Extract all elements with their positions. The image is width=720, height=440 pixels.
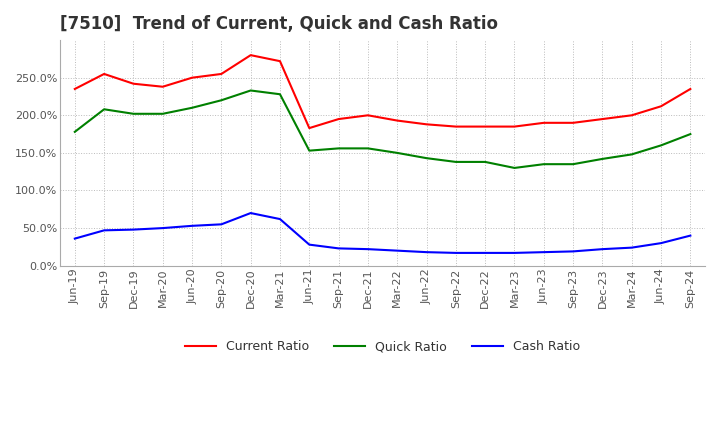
Current Ratio bbox=[246, 52, 255, 58]
Current Ratio bbox=[627, 113, 636, 118]
Cash Ratio bbox=[100, 228, 109, 233]
Current Ratio bbox=[71, 86, 79, 92]
Current Ratio bbox=[158, 84, 167, 89]
Quick Ratio bbox=[657, 143, 665, 148]
Cash Ratio bbox=[305, 242, 314, 247]
Quick Ratio bbox=[627, 152, 636, 157]
Quick Ratio bbox=[129, 111, 138, 117]
Quick Ratio bbox=[686, 132, 695, 137]
Cash Ratio bbox=[481, 250, 490, 256]
Legend: Current Ratio, Quick Ratio, Cash Ratio: Current Ratio, Quick Ratio, Cash Ratio bbox=[180, 335, 585, 358]
Text: [7510]  Trend of Current, Quick and Cash Ratio: [7510] Trend of Current, Quick and Cash … bbox=[60, 15, 498, 33]
Quick Ratio bbox=[422, 155, 431, 161]
Cash Ratio bbox=[422, 249, 431, 255]
Cash Ratio bbox=[569, 249, 577, 254]
Quick Ratio bbox=[364, 146, 372, 151]
Cash Ratio bbox=[627, 245, 636, 250]
Current Ratio bbox=[598, 117, 607, 122]
Cash Ratio bbox=[451, 250, 460, 256]
Cash Ratio bbox=[188, 223, 197, 228]
Quick Ratio bbox=[393, 150, 402, 155]
Cash Ratio bbox=[598, 246, 607, 252]
Current Ratio bbox=[657, 104, 665, 109]
Current Ratio bbox=[129, 81, 138, 86]
Current Ratio bbox=[217, 71, 225, 77]
Current Ratio bbox=[569, 120, 577, 125]
Current Ratio bbox=[481, 124, 490, 129]
Cash Ratio bbox=[129, 227, 138, 232]
Cash Ratio bbox=[217, 222, 225, 227]
Quick Ratio bbox=[510, 165, 519, 171]
Cash Ratio bbox=[276, 216, 284, 222]
Cash Ratio bbox=[158, 225, 167, 231]
Cash Ratio bbox=[686, 233, 695, 238]
Quick Ratio bbox=[246, 88, 255, 93]
Current Ratio bbox=[451, 124, 460, 129]
Current Ratio bbox=[276, 59, 284, 64]
Current Ratio bbox=[364, 113, 372, 118]
Cash Ratio bbox=[510, 250, 519, 256]
Quick Ratio bbox=[276, 92, 284, 97]
Cash Ratio bbox=[364, 246, 372, 252]
Cash Ratio bbox=[657, 241, 665, 246]
Quick Ratio bbox=[71, 129, 79, 135]
Current Ratio bbox=[539, 120, 548, 125]
Cash Ratio bbox=[246, 210, 255, 216]
Quick Ratio bbox=[569, 161, 577, 167]
Quick Ratio bbox=[451, 159, 460, 165]
Cash Ratio bbox=[539, 249, 548, 255]
Cash Ratio bbox=[334, 246, 343, 251]
Quick Ratio bbox=[100, 106, 109, 112]
Current Ratio bbox=[393, 118, 402, 123]
Cash Ratio bbox=[71, 236, 79, 241]
Quick Ratio bbox=[334, 146, 343, 151]
Current Ratio bbox=[305, 125, 314, 131]
Quick Ratio bbox=[481, 159, 490, 165]
Current Ratio bbox=[686, 86, 695, 92]
Quick Ratio bbox=[305, 148, 314, 153]
Line: Current Ratio: Current Ratio bbox=[75, 55, 690, 128]
Quick Ratio bbox=[598, 156, 607, 161]
Quick Ratio bbox=[188, 105, 197, 110]
Line: Cash Ratio: Cash Ratio bbox=[75, 213, 690, 253]
Current Ratio bbox=[510, 124, 519, 129]
Current Ratio bbox=[188, 75, 197, 81]
Current Ratio bbox=[100, 71, 109, 77]
Quick Ratio bbox=[158, 111, 167, 117]
Current Ratio bbox=[422, 122, 431, 127]
Line: Quick Ratio: Quick Ratio bbox=[75, 91, 690, 168]
Cash Ratio bbox=[393, 248, 402, 253]
Current Ratio bbox=[334, 117, 343, 122]
Quick Ratio bbox=[217, 98, 225, 103]
Quick Ratio bbox=[539, 161, 548, 167]
